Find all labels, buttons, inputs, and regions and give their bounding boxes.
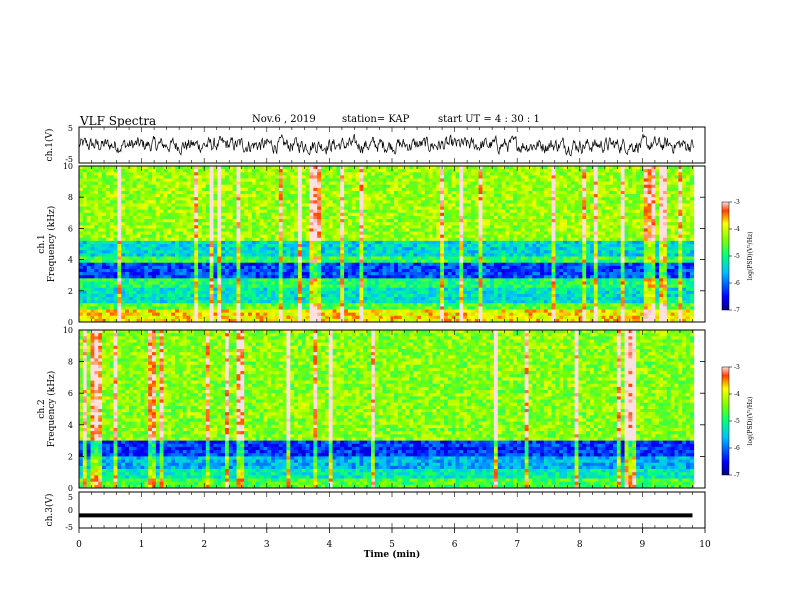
cb1-label-2: -5 — [734, 253, 740, 260]
time-tick-1: 1 — [139, 540, 145, 550]
time-tick-10: 10 — [699, 540, 711, 550]
time-tick-7: 7 — [514, 540, 520, 550]
ch3-ylabel: ch.3(V) — [44, 494, 55, 527]
ch2-spectrogram-ylabel-channel: ch.2 — [37, 399, 47, 418]
time-tick-2: 2 — [201, 540, 207, 550]
date-label: Nov.6 , 2019 — [252, 114, 316, 125]
ch1-spectrogram-ylabel-frequency: Frequency (kHz) — [46, 206, 57, 283]
ch1-waveform-panel: 5 -5 ch.1(V) — [44, 124, 706, 164]
ch1-spectrogram-image — [79, 166, 705, 323]
ch1-colorbar-label: log(PSD)(V²/Hz) — [747, 232, 754, 281]
yt1-label-1: 2 — [68, 287, 73, 296]
ch1-waveform-line — [78, 133, 695, 157]
cb2-label-3: -6 — [734, 445, 740, 452]
ch1-spectrogram-ylabel-channel: ch.1 — [37, 234, 47, 253]
yt2-label-5: 10 — [63, 326, 73, 335]
yt1-label-5: 10 — [63, 162, 73, 171]
ch2-colorbar — [721, 366, 730, 476]
yt2-label-0: 0 — [68, 484, 73, 493]
yt2-label-4: 8 — [68, 358, 73, 367]
yt1-label-4: 8 — [68, 193, 73, 202]
ch1-ytick-5: 5 — [68, 124, 73, 133]
cb1-label-0: -3 — [734, 199, 740, 206]
yt2-label-2: 4 — [68, 421, 73, 430]
time-minor-ticks — [78, 127, 706, 528]
cb1-label-3: -6 — [734, 280, 740, 287]
time-tick-5: 5 — [389, 540, 395, 550]
time-tick-4: 4 — [327, 540, 333, 550]
ch1-ytick-neg5: -5 — [65, 155, 73, 164]
cb2-label-4: -7 — [734, 472, 740, 479]
time-tick-3: 3 — [264, 540, 270, 550]
ch3-waveform-panel: 5 0 -5 ch.3(V) — [44, 491, 706, 532]
cb2-label-0: -3 — [734, 364, 740, 371]
cb2-label-1: -4 — [734, 391, 740, 398]
ch1-ylabel: ch.1(V) — [44, 129, 55, 162]
station-label: station= KAP — [342, 114, 410, 125]
ch2-yticks: 0 2 4 6 8 10 — [63, 326, 705, 493]
chart-title: VLF Spectra — [80, 114, 157, 128]
yt1-label-2: 4 — [68, 256, 73, 265]
start-time-label: start UT = 4 : 30 : 1 — [438, 114, 540, 125]
time-tick-0: 0 — [76, 540, 82, 550]
ch2-colorbar-label: log(PSD)(V²/Hz) — [747, 397, 754, 446]
cb1-label-1: -4 — [734, 226, 740, 233]
yt1-label-0: 0 — [68, 318, 73, 327]
ch1-colorbar — [721, 201, 730, 311]
time-tick-6: 6 — [452, 540, 458, 550]
ch1-yticks: 0 2 4 6 8 10 — [63, 162, 705, 327]
cb2-label-2: -5 — [734, 418, 740, 425]
time-axis-label: Time (min) — [364, 549, 421, 560]
time-tick-9: 9 — [640, 540, 646, 550]
yt2-label-1: 2 — [68, 452, 73, 461]
cb1-label-4: -7 — [734, 307, 740, 314]
ch2-spectrogram-image — [79, 330, 705, 489]
yt1-label-3: 6 — [68, 224, 73, 233]
ch1-colorbar-ticks: -3 -4 -5 -6 -7 — [729, 199, 740, 314]
ch2-colorbar-ticks: -3 -4 -5 -6 -7 — [729, 364, 740, 479]
ch3-ytick-0: 0 — [68, 506, 73, 515]
ch3-ytick-5: 5 — [68, 493, 73, 502]
yt2-label-3: 6 — [68, 389, 73, 398]
ch3-ytick-neg5: -5 — [65, 523, 73, 532]
ch2-spectrogram-ylabel-frequency: Frequency (kHz) — [46, 371, 57, 448]
time-tick-8: 8 — [577, 540, 583, 550]
time-axis-ticks: 0 1 2 3 4 5 6 7 8 9 10 — [76, 528, 711, 550]
